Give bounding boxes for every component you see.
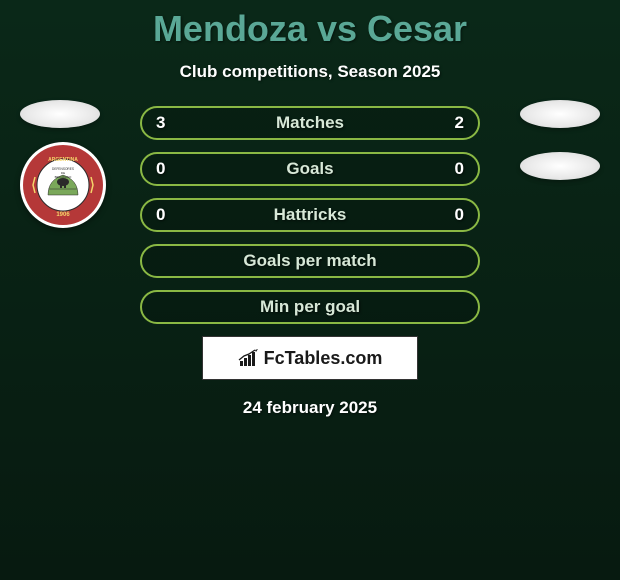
svg-text:ARGENTINA: ARGENTINA	[48, 157, 78, 163]
stat-label: Matches	[276, 113, 344, 133]
stat-label: Goals	[286, 159, 333, 179]
chart-icon	[238, 349, 260, 367]
subtitle: Club competitions, Season 2025	[0, 62, 620, 82]
page-title: Mendoza vs Cesar	[0, 8, 620, 50]
stat-right-value: 0	[455, 159, 464, 179]
stat-left-value: 3	[156, 113, 165, 133]
stats-block: 3 Matches 2 0 Goals 0 0 Hattricks 0 Goal…	[140, 106, 480, 324]
stat-label: Hattricks	[274, 205, 347, 225]
stat-label: Goals per match	[243, 251, 376, 271]
brand-text: FcTables.com	[264, 348, 383, 369]
stat-left-value: 0	[156, 159, 165, 179]
stat-right-value: 0	[455, 205, 464, 225]
left-team-icons: ARGENTINA 1906 DEFENSORES DE BELGRANO	[20, 100, 106, 228]
date-text: 24 february 2025	[0, 398, 620, 418]
svg-text:1906: 1906	[56, 212, 70, 218]
stat-left-value: 0	[156, 205, 165, 225]
right-team-icons	[520, 100, 600, 204]
stat-row-hattricks: 0 Hattricks 0	[140, 198, 480, 232]
stat-right-value: 2	[455, 113, 464, 133]
team-placeholder-icon	[520, 152, 600, 180]
stat-row-goals-per-match: Goals per match	[140, 244, 480, 278]
stat-row-min-per-goal: Min per goal	[140, 290, 480, 324]
team-placeholder-icon	[520, 100, 600, 128]
team-placeholder-icon	[20, 100, 100, 128]
stat-label: Min per goal	[260, 297, 360, 317]
stat-row-goals: 0 Goals 0	[140, 152, 480, 186]
stat-row-matches: 3 Matches 2	[140, 106, 480, 140]
brand-box: FcTables.com	[202, 336, 418, 380]
svg-text:BELGRANO: BELGRANO	[55, 175, 72, 179]
club-badge-icon: ARGENTINA 1906 DEFENSORES DE BELGRANO	[20, 142, 106, 228]
